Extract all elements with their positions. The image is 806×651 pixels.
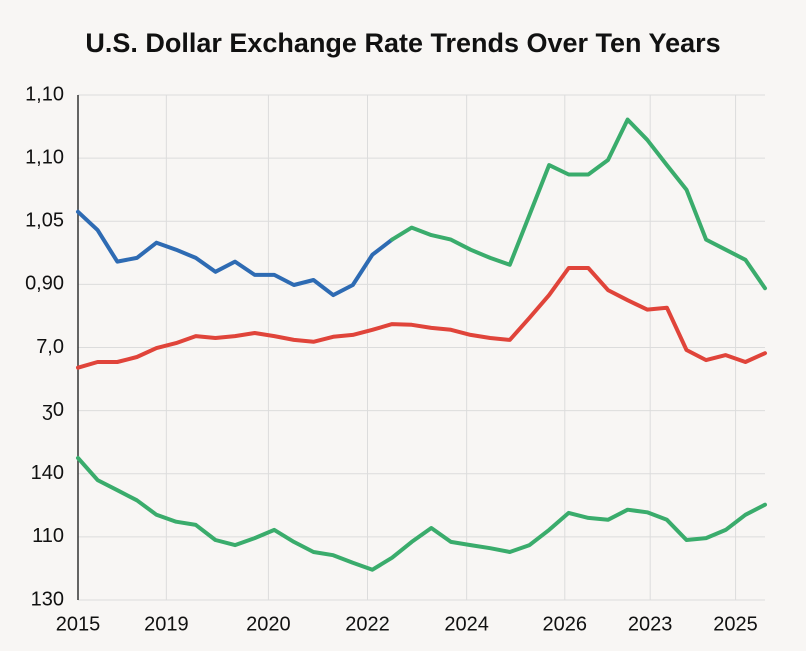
line-series <box>76 209 395 298</box>
y-tick-label: 7,0 <box>36 336 64 358</box>
line-series <box>76 266 767 370</box>
y-tick-label: 110 <box>32 525 64 547</box>
y-tick-label: 1,05 <box>25 210 64 232</box>
y-tick-label: 130 <box>31 588 64 610</box>
y-tick-label: 140 <box>31 462 64 484</box>
y-tick-label: 1,10 <box>25 146 64 168</box>
x-tick-label: 2026 <box>543 613 588 635</box>
x-tick-label: 2024 <box>444 613 489 635</box>
x-tick-label: 2025 <box>713 613 758 635</box>
line-series <box>76 456 767 572</box>
x-tick-label: 2020 <box>246 613 291 635</box>
x-tick-label: 2015 <box>56 613 101 635</box>
line-series <box>390 117 767 291</box>
chart-title: U.S. Dollar Exchange Rate Trends Over Te… <box>85 28 720 58</box>
y-tick-label: 0,90 <box>25 273 64 295</box>
x-tick-label: 2019 <box>144 613 189 635</box>
y-tick-label: ʒ0 <box>42 399 64 421</box>
x-tick-label: 2022 <box>345 613 390 635</box>
x-tick-label: 2023 <box>628 613 673 635</box>
y-tick-label: 1,10 <box>25 83 64 105</box>
